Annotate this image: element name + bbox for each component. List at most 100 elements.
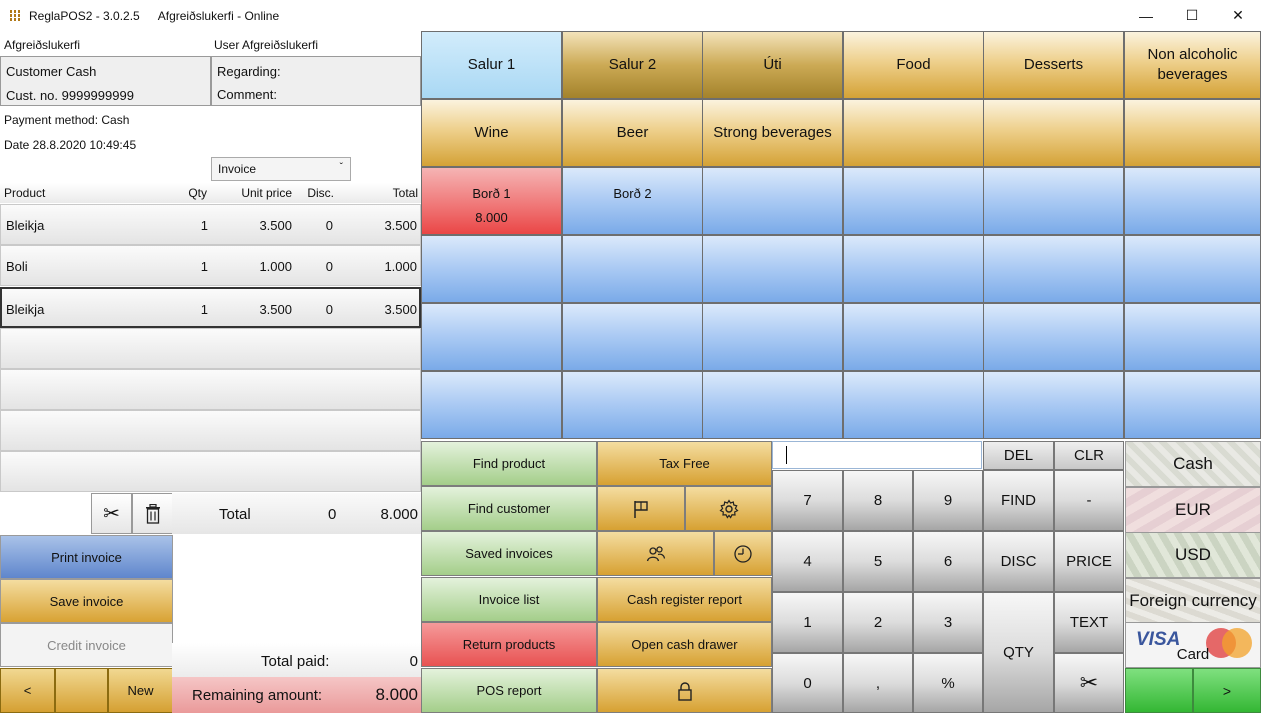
empty-row[interactable] bbox=[0, 410, 421, 451]
find-key[interactable]: FIND bbox=[983, 470, 1054, 531]
find-customer-button[interactable]: Find customer bbox=[421, 486, 597, 531]
table-slot-empty[interactable] bbox=[843, 303, 984, 371]
tax-free-button[interactable]: Tax Free bbox=[597, 441, 772, 486]
table-row[interactable]: Bleikja 1 3.500 0 3.500 bbox=[0, 204, 421, 245]
table-slot-empty[interactable] bbox=[702, 235, 843, 303]
table-slot-empty[interactable] bbox=[421, 235, 562, 303]
key-9[interactable]: 9 bbox=[913, 470, 983, 531]
split-key[interactable]: ✂ bbox=[1054, 653, 1124, 713]
empty-row[interactable] bbox=[0, 328, 421, 369]
open-cash-drawer-button[interactable]: Open cash drawer bbox=[597, 622, 772, 667]
category-salur-2[interactable]: Salur 2 bbox=[562, 31, 703, 99]
table-slot-empty[interactable] bbox=[562, 303, 703, 371]
category-desserts[interactable]: Desserts bbox=[983, 31, 1124, 99]
regarding-box[interactable]: Regarding: Comment: bbox=[211, 56, 421, 106]
return-products-button[interactable]: Return products bbox=[421, 622, 597, 667]
flag-button[interactable] bbox=[597, 486, 685, 531]
settings-button[interactable] bbox=[685, 486, 772, 531]
pay-eur-button[interactable]: EUR bbox=[1125, 487, 1261, 533]
minus-key[interactable]: - bbox=[1054, 470, 1124, 531]
delete-line-button[interactable] bbox=[132, 493, 173, 534]
table-slot-empty[interactable] bbox=[1124, 167, 1261, 235]
table-slot-empty[interactable] bbox=[843, 235, 984, 303]
table-bord-1[interactable]: Borð 1 8.000 bbox=[421, 167, 562, 235]
document-type-select[interactable]: Invoice ˇ bbox=[211, 157, 351, 181]
table-slot-empty[interactable] bbox=[702, 303, 843, 371]
table-row[interactable]: Boli 1 1.000 0 1.000 bbox=[0, 245, 421, 286]
category-empty[interactable] bbox=[983, 99, 1124, 167]
table-bord-2[interactable]: Borð 2 bbox=[562, 167, 703, 235]
pos-report-button[interactable]: POS report bbox=[421, 668, 597, 713]
maximize-button[interactable]: ☐ bbox=[1185, 7, 1199, 23]
table-slot-empty[interactable] bbox=[983, 371, 1124, 439]
table-row-selected[interactable]: Bleikja 1 3.500 0 3.500 bbox=[0, 287, 421, 328]
pay-cash-button[interactable]: Cash bbox=[1125, 441, 1261, 487]
price-key[interactable]: PRICE bbox=[1054, 531, 1124, 592]
pay-foreign-currency-button[interactable]: Foreign currency bbox=[1125, 578, 1261, 624]
category-empty[interactable] bbox=[1124, 99, 1261, 167]
keypad-input[interactable] bbox=[772, 441, 982, 469]
table-slot-empty[interactable] bbox=[983, 167, 1124, 235]
table-slot-empty[interactable] bbox=[1124, 371, 1261, 439]
new-invoice-button[interactable]: New bbox=[108, 668, 173, 713]
table-slot-empty[interactable] bbox=[562, 371, 703, 439]
table-slot-empty[interactable] bbox=[421, 371, 562, 439]
category-empty[interactable] bbox=[843, 99, 984, 167]
blank-nav-button[interactable] bbox=[55, 668, 108, 713]
next-button[interactable]: > bbox=[1193, 668, 1261, 713]
close-button[interactable]: ✕ bbox=[1232, 7, 1244, 23]
category-strong-beverages[interactable]: Strong beverages bbox=[702, 99, 843, 167]
table-slot-empty[interactable] bbox=[843, 167, 984, 235]
green-confirm-button[interactable] bbox=[1125, 668, 1193, 713]
category-non-alcoholic[interactable]: Non alcoholic beverages bbox=[1124, 31, 1261, 99]
table-slot-empty[interactable] bbox=[1124, 235, 1261, 303]
table-slot-empty[interactable] bbox=[421, 303, 562, 371]
pay-card-button[interactable]: VISA Card bbox=[1125, 622, 1261, 668]
previous-button[interactable]: < bbox=[0, 668, 55, 713]
find-product-button[interactable]: Find product bbox=[421, 441, 597, 486]
key-3[interactable]: 3 bbox=[913, 592, 983, 653]
text-key[interactable]: TEXT bbox=[1054, 592, 1124, 653]
table-slot-empty[interactable] bbox=[702, 167, 843, 235]
del-key[interactable]: DEL bbox=[983, 441, 1054, 470]
qty-key[interactable]: QTY bbox=[983, 592, 1054, 713]
category-wine[interactable]: Wine bbox=[421, 99, 562, 167]
save-invoice-button[interactable]: Save invoice bbox=[0, 579, 173, 623]
key-7[interactable]: 7 bbox=[772, 470, 843, 531]
table-slot-empty[interactable] bbox=[843, 371, 984, 439]
table-slot-empty[interactable] bbox=[562, 235, 703, 303]
print-invoice-button[interactable]: Print invoice bbox=[0, 535, 173, 579]
clr-key[interactable]: CLR bbox=[1054, 441, 1124, 470]
saved-invoices-button[interactable]: Saved invoices bbox=[421, 531, 597, 576]
minimize-button[interactable]: — bbox=[1139, 7, 1153, 24]
key-0[interactable]: 0 bbox=[772, 653, 843, 713]
split-line-button[interactable]: ✂ bbox=[91, 493, 132, 534]
table-slot-empty[interactable] bbox=[983, 303, 1124, 371]
category-salur-1[interactable]: Salur 1 bbox=[421, 31, 562, 99]
customer-box[interactable]: Customer Cash Cust. no. 9999999999 bbox=[0, 56, 211, 106]
clock-button[interactable] bbox=[714, 531, 772, 576]
key-8[interactable]: 8 bbox=[843, 470, 913, 531]
users-button[interactable] bbox=[597, 531, 714, 576]
category-uti[interactable]: Úti bbox=[702, 31, 843, 99]
category-beer[interactable]: Beer bbox=[562, 99, 703, 167]
comma-key[interactable]: , bbox=[843, 653, 913, 713]
table-slot-empty[interactable] bbox=[702, 371, 843, 439]
key-5[interactable]: 5 bbox=[843, 531, 913, 592]
key-2[interactable]: 2 bbox=[843, 592, 913, 653]
empty-row[interactable] bbox=[0, 451, 421, 492]
invoice-list-button[interactable]: Invoice list bbox=[421, 577, 597, 622]
key-1[interactable]: 1 bbox=[772, 592, 843, 653]
cash-register-report-button[interactable]: Cash register report bbox=[597, 577, 772, 622]
key-4[interactable]: 4 bbox=[772, 531, 843, 592]
category-food[interactable]: Food bbox=[843, 31, 984, 99]
table-slot-empty[interactable] bbox=[983, 235, 1124, 303]
credit-invoice-button[interactable]: Credit invoice bbox=[0, 623, 173, 667]
key-6[interactable]: 6 bbox=[913, 531, 983, 592]
lock-button[interactable] bbox=[597, 668, 772, 713]
percent-key[interactable]: % bbox=[913, 653, 983, 713]
empty-row[interactable] bbox=[0, 369, 421, 410]
disc-key[interactable]: DISC bbox=[983, 531, 1054, 592]
pay-usd-button[interactable]: USD bbox=[1125, 532, 1261, 578]
table-slot-empty[interactable] bbox=[1124, 303, 1261, 371]
